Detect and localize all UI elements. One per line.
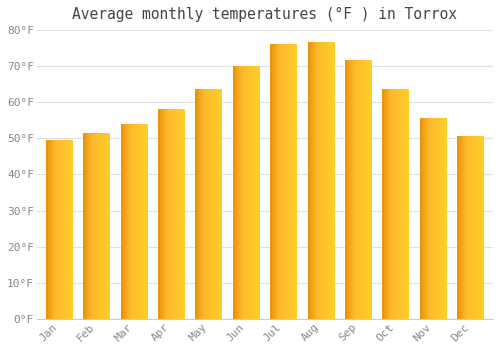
Title: Average monthly temperatures (°F ) in Torrox: Average monthly temperatures (°F ) in To… — [72, 7, 458, 22]
